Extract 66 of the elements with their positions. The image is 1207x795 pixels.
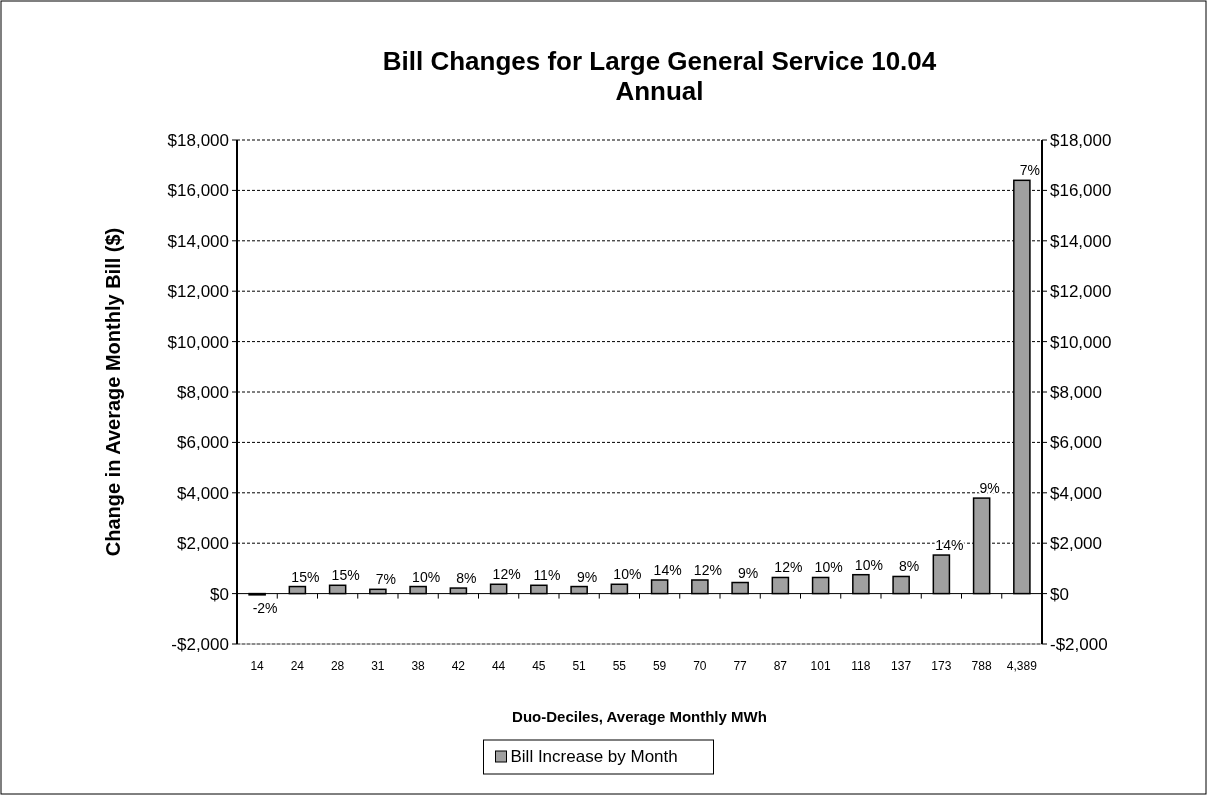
- x-tick-label: 14: [250, 659, 265, 673]
- y-tick-label: $10,000: [167, 332, 229, 352]
- x-tick-label: 87: [773, 659, 788, 673]
- y-tick-label: $14,000: [167, 231, 229, 251]
- legend-label: Bill Increase by Month: [510, 747, 678, 766]
- y-tick-label: $2,000: [177, 534, 229, 554]
- annotation: 10%: [814, 559, 843, 576]
- annotation: 9%: [979, 480, 1000, 497]
- y-tick-label: $16,000: [167, 181, 229, 201]
- y-tick-label: $12,000: [167, 282, 229, 302]
- y2-tick-label: $0: [1050, 584, 1069, 604]
- y-tick-label: $18,000: [167, 131, 229, 150]
- x-tick-label: 70: [693, 659, 707, 673]
- annotation: 8%: [899, 558, 920, 575]
- x-tick-label: 44: [491, 659, 506, 673]
- x-tick-label: 137: [891, 659, 912, 673]
- annotation: 10%: [854, 556, 883, 573]
- y-tick-label: $4,000: [177, 483, 229, 503]
- y2-tick-label: -$2,000: [1050, 635, 1108, 654]
- y-tick-label: -$2,000: [171, 635, 229, 654]
- annotation: 10%: [412, 568, 441, 585]
- chart-title: Bill Changes for Large General Service 10.04 Annual: [382, 46, 937, 106]
- y-tick-label: $0: [210, 584, 229, 604]
- x-tick-label: 28: [330, 659, 345, 673]
- y2-tick-label: $8,000: [1050, 383, 1102, 402]
- y-axis-title: Change in Average Monthly Bill ($): [102, 227, 124, 557]
- annotation: 15%: [331, 567, 360, 584]
- x-tick-label: 31: [371, 659, 385, 673]
- x-tick-label: 59: [652, 659, 667, 673]
- annotation: 14%: [653, 561, 682, 578]
- x-tick-label: 42: [451, 659, 466, 673]
- x-tick-label: 77: [733, 659, 748, 673]
- annotation: 8%: [456, 570, 477, 587]
- annotation: 11%: [533, 567, 561, 584]
- x-tick-label: 118: [851, 659, 871, 673]
- y2-tick-label: $18,000: [1050, 131, 1112, 150]
- x-tick-label: 101: [810, 659, 831, 673]
- annotation: 7%: [1019, 162, 1040, 179]
- x-tick-label: 38: [411, 659, 426, 673]
- x-tick-label: 55: [612, 659, 627, 673]
- x-axis-title: Duo-Deciles, Average Monthly MWh: [512, 708, 767, 725]
- annotation: 9%: [577, 568, 598, 585]
- y2-tick-label: $6,000: [1050, 433, 1102, 453]
- y2-tick-label: $16,000: [1050, 181, 1112, 201]
- annotation: 12%: [774, 559, 803, 576]
- y2-tick-label: $14,000: [1050, 231, 1112, 251]
- y2-tick-label: $2,000: [1050, 534, 1102, 554]
- annotation: 14%: [935, 537, 964, 554]
- annotation: 10%: [613, 566, 642, 583]
- x-tick-label: 173: [931, 659, 952, 673]
- y-tick-label: $6,000: [177, 433, 229, 453]
- x-tick-label: 24: [290, 659, 305, 673]
- x-tick-label: 788: [971, 659, 992, 673]
- annotation: 12%: [492, 566, 521, 583]
- x-tick-label: 51: [572, 659, 587, 673]
- annotation: 15%: [291, 568, 320, 585]
- annotation: -2%: [252, 599, 278, 616]
- y2-tick-label: $12,000: [1050, 282, 1112, 302]
- x-tick-label: 45: [532, 659, 546, 673]
- x-tick-label: 4,389: [1006, 659, 1038, 673]
- y2-tick-label: $4,000: [1050, 483, 1102, 503]
- y-tick-label: $8,000: [177, 383, 229, 402]
- annotation: 12%: [693, 561, 722, 578]
- annotation: 9%: [738, 564, 759, 581]
- annotation: 7%: [375, 571, 396, 588]
- y2-tick-label: $10,000: [1050, 332, 1112, 352]
